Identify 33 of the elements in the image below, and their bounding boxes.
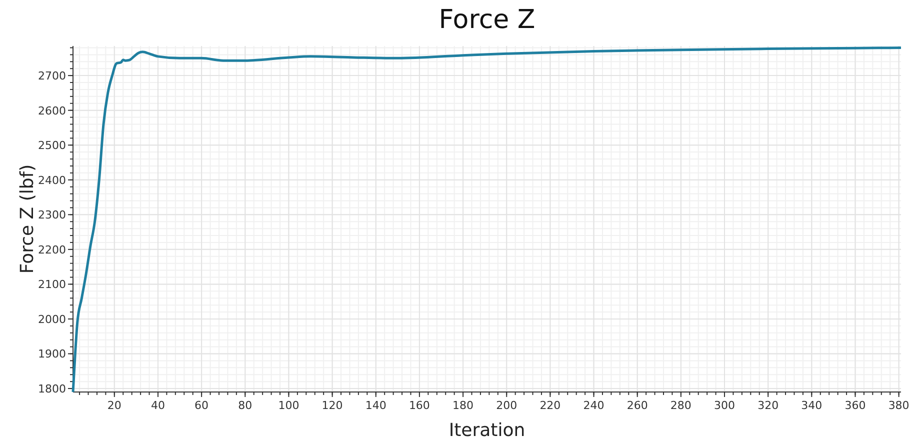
- x-tick-label: 180: [452, 399, 474, 412]
- y-axis-title: Force Z (lbf): [17, 164, 38, 274]
- y-tick-label: 2200: [38, 243, 66, 256]
- x-tick-label: 60: [194, 399, 209, 412]
- y-tick-label: 2400: [38, 174, 66, 187]
- x-axis-title: Iteration: [448, 420, 526, 441]
- x-tick-label: 320: [758, 399, 779, 412]
- y-tick-label: 2600: [38, 104, 66, 118]
- x-tick-label: 240: [583, 399, 604, 412]
- y-tick-label: 2700: [38, 70, 66, 83]
- x-tick-label: 140: [365, 399, 386, 412]
- x-tick-label: 380: [888, 399, 910, 412]
- x-tick-label: 360: [844, 399, 866, 412]
- x-tick-label: 160: [408, 399, 430, 412]
- x-tick-label: 340: [801, 399, 822, 412]
- x-tick-label: 80: [238, 399, 252, 412]
- y-tick-label: 2100: [38, 278, 66, 292]
- x-tick-label: 260: [626, 399, 648, 412]
- x-tick-label: 40: [150, 399, 165, 412]
- chart-title: Force Z: [438, 5, 536, 35]
- x-tick-label: 200: [496, 399, 518, 412]
- y-tick-label: 2300: [38, 208, 66, 222]
- y-tick-label: 1800: [38, 382, 66, 396]
- x-tick-label: 280: [670, 399, 692, 412]
- x-tick-label: 100: [278, 399, 300, 412]
- y-tick-label: 2500: [38, 139, 66, 152]
- x-tick-label: 220: [540, 399, 561, 412]
- x-tick-label: 120: [322, 399, 343, 412]
- y-tick-label: 1900: [38, 348, 66, 361]
- line-series: [72, 46, 902, 394]
- x-tick-label: 300: [714, 399, 736, 412]
- y-tick-label: 2000: [38, 312, 66, 326]
- x-tick-label: 20: [107, 399, 122, 412]
